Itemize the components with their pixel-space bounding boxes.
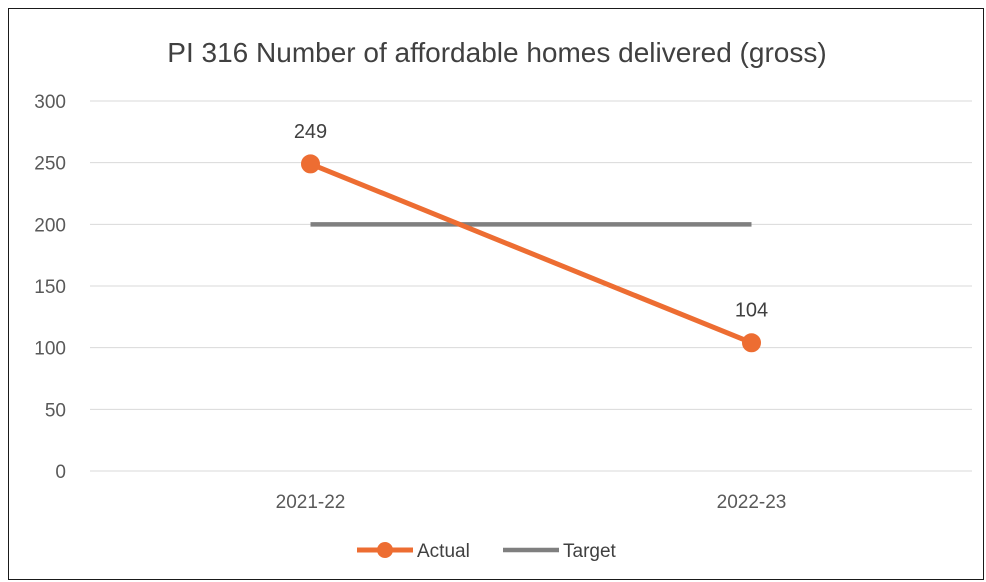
y-tick-label: 250 (34, 154, 66, 175)
plot-area: 249 104 (294, 121, 768, 353)
data-point-actual (301, 154, 320, 174)
legend-label-actual: Actual (417, 541, 470, 562)
legend-item-target: Target (503, 541, 617, 562)
series-actual: 249 104 (294, 121, 768, 353)
series-line-actual (309, 161, 753, 346)
y-tick-label: 100 (34, 339, 66, 360)
y-tick-label: 300 (34, 92, 66, 113)
chart-title: PI 316 Number of affordable homes delive… (167, 37, 826, 68)
x-tick-label: 2021-22 (276, 492, 346, 513)
data-point-actual (742, 333, 761, 353)
data-label-actual: 249 (294, 121, 327, 143)
chart-container (8, 8, 984, 580)
y-tick-label: 0 (55, 462, 66, 483)
x-tick-label: 2022-23 (717, 492, 787, 513)
x-axis: 2021-22 2022-23 (276, 492, 787, 513)
legend-marker-actual (377, 542, 393, 558)
y-tick-label: 50 (45, 400, 66, 421)
data-label-actual: 104 (735, 300, 768, 322)
y-axis: 0 50 100 150 200 250 300 (34, 92, 66, 483)
gridlines (90, 100, 972, 472)
y-tick-label: 200 (34, 215, 66, 236)
legend: Actual Target (357, 541, 617, 562)
legend-label-target: Target (563, 541, 617, 562)
y-tick-label: 150 (34, 277, 66, 298)
legend-item-actual: Actual (357, 541, 470, 562)
